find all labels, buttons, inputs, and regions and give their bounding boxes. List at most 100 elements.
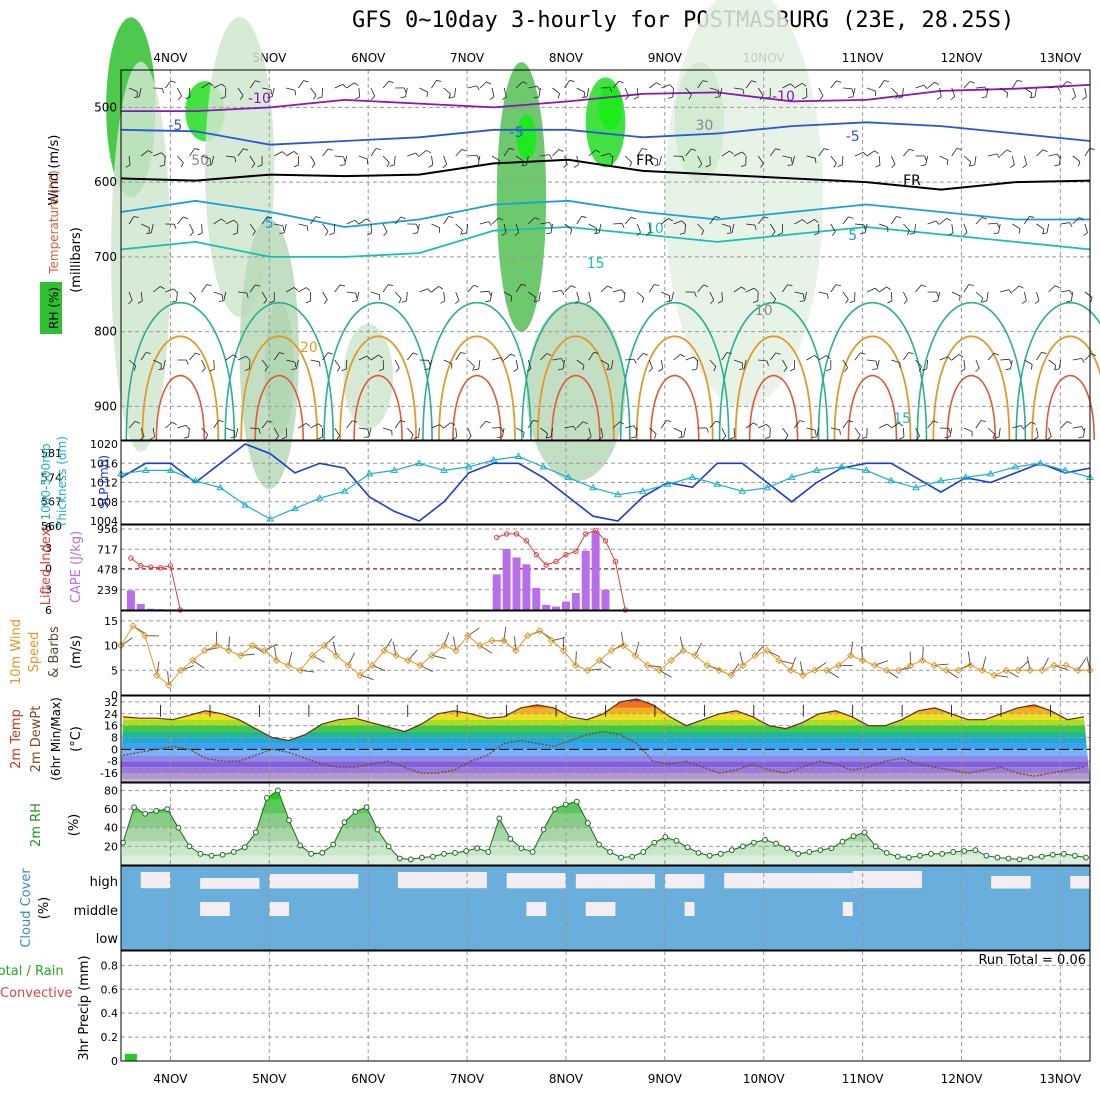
upper-wind-barb <box>1060 81 1068 89</box>
upper-wind-barb <box>245 355 250 361</box>
upper-wind-barb <box>232 232 238 235</box>
panel-frame <box>120 695 1091 783</box>
rh-point <box>994 854 1001 861</box>
rh-point <box>695 849 702 856</box>
upper-wind-barb <box>310 359 320 363</box>
upper-wind-barb <box>322 148 329 157</box>
wind-tick-label: 5 <box>111 664 118 677</box>
upper-wind-barb <box>382 427 392 431</box>
upper-wind-barb <box>740 164 746 168</box>
upper-wind-barb <box>317 96 323 99</box>
upper-wind-barb <box>322 291 328 300</box>
pressure-tick-label: 500 <box>94 100 117 114</box>
panel-frame <box>120 440 1091 525</box>
wind-speed-point <box>272 656 281 665</box>
upper-wind-barb <box>769 148 776 157</box>
upper-wind-barb <box>460 229 463 235</box>
upper-wind-barb <box>1069 222 1073 228</box>
date-label-bottom: 6NOV <box>351 1072 386 1086</box>
upper-wind-barb <box>336 367 341 372</box>
upper-wind-barb <box>213 291 223 296</box>
upper-wind-barb <box>1071 96 1076 101</box>
upper-wind-barb <box>460 352 466 354</box>
upper-wind-barb <box>691 148 697 151</box>
rh-point <box>883 849 890 856</box>
upper-wind-barb <box>714 96 720 98</box>
upper-wind-barb <box>823 148 829 151</box>
upper-wind-barb <box>1036 149 1044 157</box>
upper-wind-barb <box>936 291 939 297</box>
upper-wind-barb <box>951 223 954 233</box>
upper-wind-barb <box>510 296 513 302</box>
upper-wind-barb <box>310 216 317 225</box>
upper-wind-barb <box>413 436 419 439</box>
upper-wind-barb <box>625 425 634 429</box>
precip-tick-label: 0.4 <box>101 1007 119 1020</box>
upper-wind-barb <box>645 232 651 236</box>
upper-wind-barb <box>243 148 249 151</box>
upper-wind-barb <box>950 96 956 101</box>
upper-wind-barb <box>661 291 670 297</box>
upper-wind-barb <box>249 427 260 430</box>
wind-speed-point <box>882 666 891 675</box>
cape-tick-label: 717 <box>97 543 118 556</box>
wind-speed-point <box>464 631 472 640</box>
rh-point <box>430 853 436 860</box>
upper-wind-barb <box>503 87 507 97</box>
upper-wind-barb <box>488 221 492 226</box>
wind-speed-point <box>1014 666 1022 675</box>
thickness-point <box>141 466 150 473</box>
rh-point <box>817 847 824 853</box>
wind-speed-point <box>416 661 424 670</box>
upper-wind-barb <box>418 427 420 438</box>
upper-wind-barb <box>261 291 268 300</box>
upper-wind-barb <box>936 96 942 100</box>
upper-wind-barb <box>189 291 196 299</box>
upper-wind-barb <box>794 420 800 429</box>
upper-wind-barb <box>649 427 657 435</box>
upper-wind-barb <box>947 356 952 361</box>
upper-wind-barb <box>741 286 746 291</box>
panel-frame <box>120 524 1091 611</box>
upper-wind-barb <box>918 366 922 372</box>
upper-wind-barb <box>1012 223 1021 230</box>
upper-wind-barb <box>802 219 807 224</box>
upper-wind-barb <box>267 216 273 219</box>
upper-wind-barb <box>424 368 430 370</box>
upper-wind-barb <box>1078 436 1084 439</box>
upper-wind-barb <box>794 291 804 295</box>
upper-wind-barb <box>263 299 268 304</box>
upper-wind-barb <box>431 223 440 229</box>
upper-wind-barb <box>557 93 560 99</box>
rh-point <box>562 801 569 808</box>
upper-wind-barb <box>201 155 211 160</box>
upper-wind-barb <box>503 148 510 157</box>
high-cloud-clear <box>506 873 566 889</box>
upper-wind-barb <box>128 216 135 225</box>
upper-wind-barb <box>1006 92 1009 98</box>
high-cloud-clear <box>200 878 260 889</box>
upper-wind-barb <box>286 151 295 157</box>
upper-wind-barb <box>1072 426 1082 429</box>
temp-contour-25 <box>946 375 997 441</box>
rh-point <box>485 849 492 855</box>
upper-wind-barb <box>388 80 394 84</box>
upper-wind-barb <box>694 292 697 297</box>
upper-wind-barb <box>249 155 256 164</box>
upper-wind-barb <box>932 300 938 302</box>
upper-wind-barb <box>310 155 316 164</box>
upper-wind-barb <box>661 84 670 89</box>
contour-label: -10 <box>772 89 795 105</box>
upper-wind-barb <box>891 359 900 364</box>
upper-wind-barb <box>164 80 172 89</box>
wind-speed-point <box>906 661 915 670</box>
ylabel-wind10m: 10m Wind <box>9 619 24 685</box>
thickness-point <box>887 476 896 484</box>
upper-wind-barb <box>1005 368 1011 371</box>
contour-label: -5 <box>846 129 860 145</box>
upper-wind-barb <box>317 436 323 440</box>
upper-wind-barb <box>624 96 629 101</box>
upper-wind-barb <box>1030 92 1033 98</box>
wind-speed-point <box>559 646 568 655</box>
rh-point <box>507 836 514 842</box>
